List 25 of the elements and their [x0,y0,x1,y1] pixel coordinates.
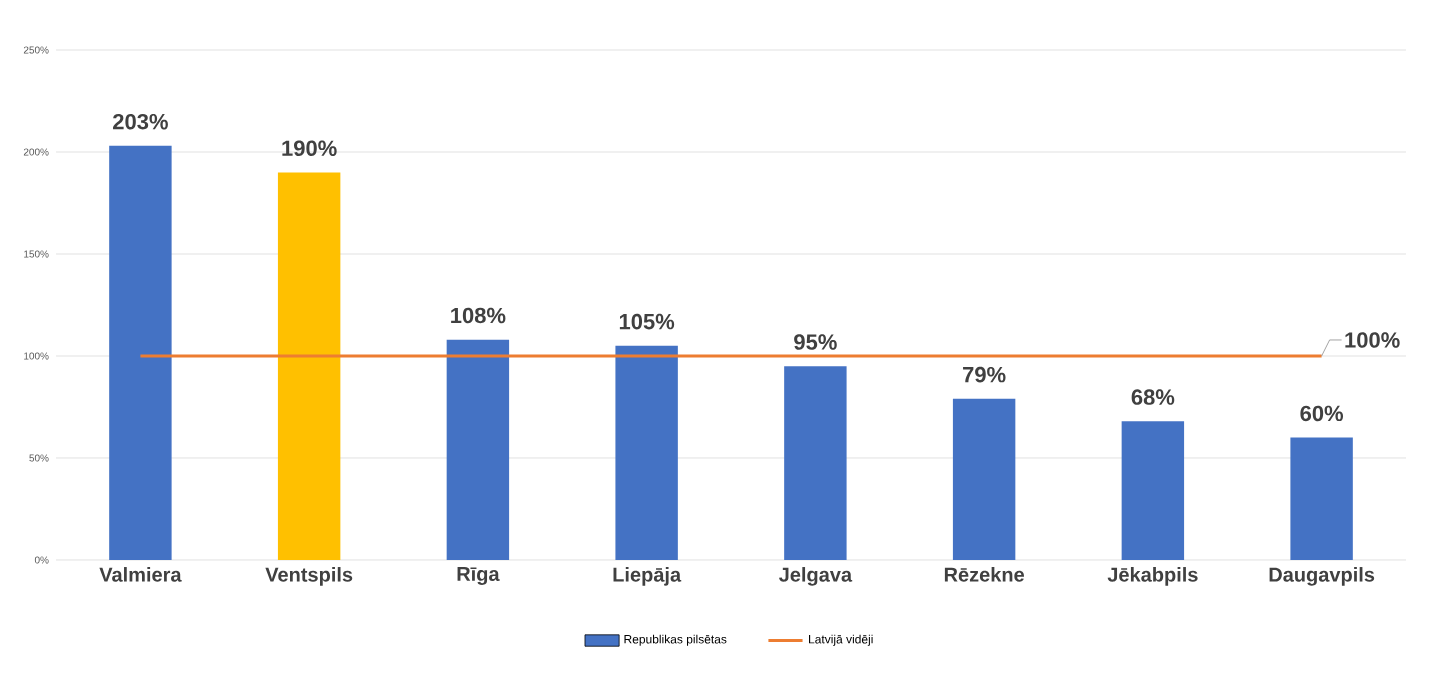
bar [277,172,341,560]
data-label: 79% [963,366,1006,383]
bar [109,145,172,560]
bar [1121,421,1185,560]
data-label: 100% [1345,332,1400,348]
x-tick-label: Daugavpils [1269,567,1375,586]
data-label: 108% [451,307,506,324]
bar [446,339,510,560]
bar [615,345,678,560]
x-tick-label: Ventspils [265,567,353,586]
x-tick-label: Valmiera [99,567,182,582]
x-tick-label: Jēkabpils [1107,567,1198,586]
data-label: 60% [1300,405,1344,422]
data-label: 203% [113,113,168,130]
data-label: 105% [619,313,675,330]
x-tick-label: Liepāja [613,567,682,586]
bar [952,398,1016,560]
bar [784,366,847,560]
data-label: 190% [282,140,337,156]
data-label: 95% [794,334,837,350]
x-tick-label: Jelgava [779,567,853,586]
bar [1290,437,1353,560]
x-tick-label: Rīga [457,567,500,586]
data-label: 68% [1131,389,1175,405]
x-tick-label: Rēzekne [944,567,1025,582]
